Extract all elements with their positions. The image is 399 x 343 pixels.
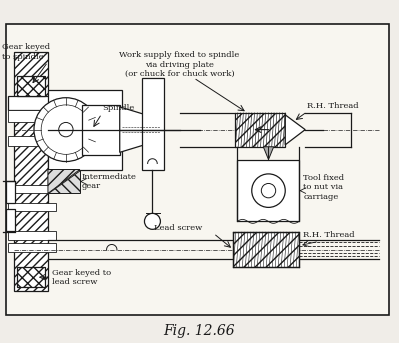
Bar	[233, 232, 299, 267]
Polygon shape	[120, 107, 162, 152]
Text: Work supply fixed to spindle
via driving plate
(or chuck for chuck work): Work supply fixed to spindle via driving…	[119, 51, 240, 78]
Circle shape	[34, 98, 98, 162]
Circle shape	[41, 105, 91, 154]
Text: Gear keyed
to spindle: Gear keyed to spindle	[2, 44, 50, 61]
Bar	[235, 113, 285, 147]
Text: Intermediate
gear: Intermediate gear	[82, 173, 137, 190]
Bar	[17, 76, 45, 96]
Bar	[237, 159, 299, 221]
Bar	[8, 243, 56, 252]
Bar	[142, 78, 164, 169]
Text: Fig. 12.66: Fig. 12.66	[164, 324, 235, 338]
Bar	[8, 231, 56, 240]
Text: R.H. Thread: R.H. Thread	[303, 230, 355, 238]
Bar	[82, 105, 120, 155]
Polygon shape	[48, 169, 80, 193]
Bar	[14, 52, 48, 291]
Bar	[6, 24, 389, 315]
Bar	[17, 267, 45, 287]
Text: Lead screw: Lead screw	[154, 224, 202, 232]
Text: R.H. Thread: R.H. Thread	[307, 102, 359, 110]
Circle shape	[144, 213, 160, 229]
Circle shape	[59, 122, 73, 137]
Circle shape	[261, 184, 276, 198]
Polygon shape	[48, 169, 80, 193]
Bar	[8, 203, 56, 211]
Bar	[8, 96, 56, 110]
Text: Spindle: Spindle	[102, 105, 134, 113]
Bar	[8, 110, 56, 122]
Bar	[48, 90, 122, 169]
Bar	[6, 181, 15, 203]
Bar	[8, 185, 56, 193]
Bar	[8, 135, 56, 145]
Polygon shape	[285, 115, 305, 145]
Polygon shape	[263, 147, 274, 159]
Circle shape	[252, 174, 285, 208]
Text: Tool fixed
to nut via
carriage: Tool fixed to nut via carriage	[303, 174, 344, 201]
Bar	[6, 209, 15, 231]
Text: Gear keyed to
lead screw: Gear keyed to lead screw	[52, 269, 111, 286]
